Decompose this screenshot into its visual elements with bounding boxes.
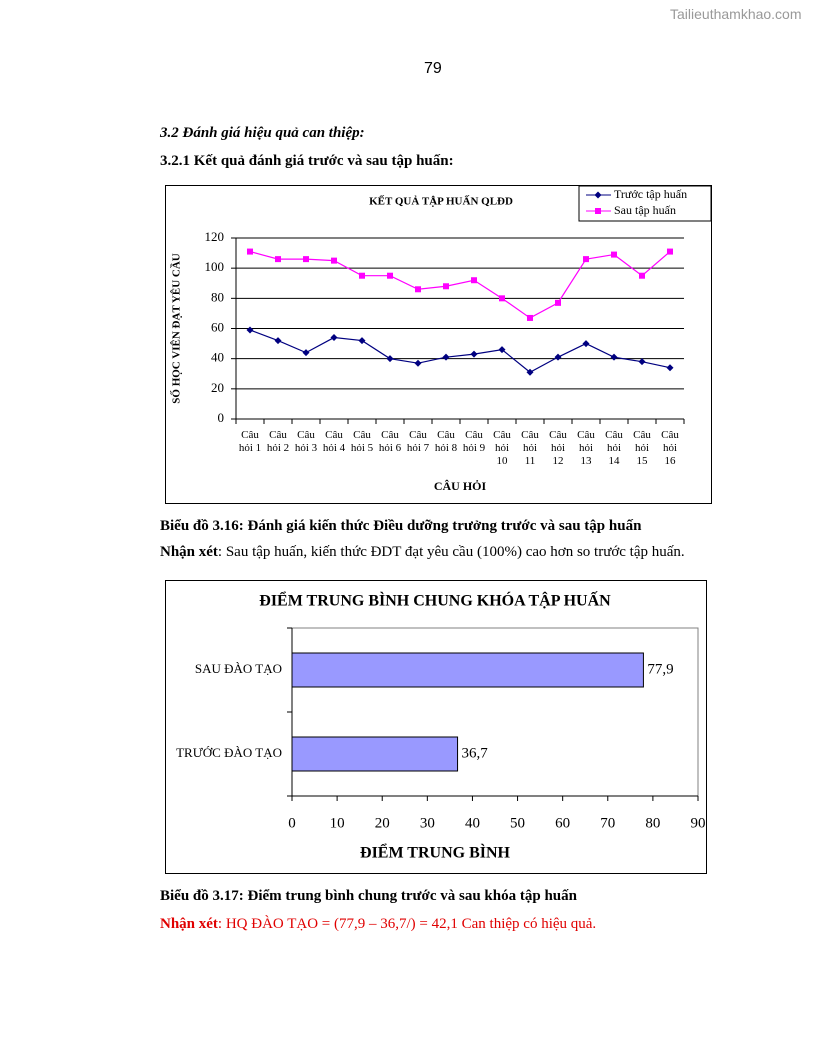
bar-chart-frame: ĐIỂM TRUNG BÌNH CHUNG KHÓA TẬP HUẤN 0 10 20…: [165, 580, 707, 874]
caption: Biểu đồ 3.17: Điểm trung bình chung trướ…: [160, 888, 577, 904]
x-tick-label: 80: [645, 815, 660, 831]
x-tick-label: Câu hỏi 8: [434, 429, 458, 454]
y-tick-label: 0: [218, 410, 225, 425]
legend-label: Sau tập huấn: [614, 203, 676, 217]
marker: [386, 355, 394, 363]
x-tick-label: Câu hỏi 5: [350, 429, 374, 454]
marker: [302, 349, 310, 357]
x-tick-label: 40: [465, 815, 480, 831]
x-axis-title: ĐIỂM TRUNG BÌNH: [360, 843, 511, 862]
legend-marker: [595, 208, 601, 214]
caption: Biểu đồ 3.16: Đánh giá kiến thức Điều dư…: [160, 518, 642, 534]
watermark: Tailieuthamkhao.com: [670, 6, 802, 22]
y-tick-label: 40: [211, 350, 224, 365]
marker: [303, 256, 309, 263]
subsection-heading: 3.2.1 Kết quả đánh giá trước và sau tập …: [160, 153, 454, 169]
marker: [471, 277, 477, 284]
x-tick-label: Câu hỏi 2: [266, 429, 290, 454]
y-tick-label: 80: [211, 289, 224, 304]
comment-label: Nhận xét: [160, 544, 218, 560]
x-tick-label: Câu hỏi 12: [549, 429, 567, 467]
marker: [611, 251, 617, 258]
marker: [666, 364, 674, 372]
x-tick-label: Câu hỏi 4: [322, 429, 346, 454]
x-tick-label: Câu hỏi 9: [462, 429, 486, 454]
bar-chart: ĐIỂM TRUNG BÌNH CHUNG KHÓA TẬP HUẤN 0 10 20…: [176, 591, 706, 862]
marker: [415, 286, 421, 293]
chart-title: ĐIỂM TRUNG BÌNH CHUNG KHÓA TẬP HUẤN: [259, 591, 611, 610]
y-tick-label: 100: [205, 259, 225, 274]
y-tick-label: 60: [211, 319, 224, 334]
value-label: 77,9: [647, 661, 673, 677]
x-tick-label: 70: [600, 815, 615, 831]
page-number: 79: [424, 60, 442, 77]
x-tick-label: Câu hỏi 13: [577, 429, 595, 467]
x-tick-label: 90: [691, 815, 706, 831]
comment-text: : Sau tập huấn, kiến thức ĐDT đạt yêu cầ…: [217, 544, 685, 560]
marker: [358, 337, 366, 345]
marker: [443, 283, 449, 290]
comment-text: : HQ ĐÀO TẠO = (77,9 – 36,7/) = 42,1 Can…: [217, 916, 597, 932]
comment: Nhận xét: HQ ĐÀO TẠO = (77,9 – 36,7/) = …: [160, 916, 596, 933]
marker: [554, 353, 562, 361]
x-tick-label: Câu hỏi 1: [238, 429, 262, 454]
x-tick-label: Câu hỏi 6: [378, 429, 402, 454]
marker: [331, 257, 337, 264]
marker: [555, 299, 561, 306]
x-axis-title: CÂU HỎI: [434, 479, 487, 493]
x-tick-label: 60: [555, 815, 570, 831]
marker: [610, 353, 618, 361]
comment: Nhận xét: Sau tập huấn, kiến thức ĐDT đạ…: [160, 544, 685, 561]
x-tick-label: 30: [420, 815, 435, 831]
marker: [246, 326, 254, 334]
x-tick-label: 10: [330, 815, 345, 831]
series-line: [249, 250, 671, 319]
marker: [527, 314, 533, 321]
y-tick-label: 20: [211, 380, 224, 395]
section-heading: 3.2 Đánh giá hiệu quả can thiệp:: [160, 125, 365, 141]
marker: [442, 353, 450, 361]
value-label: 36,7: [462, 745, 489, 761]
marker: [498, 346, 506, 354]
x-tick-label: Câu hỏi 10: [493, 429, 511, 467]
x-tick-label: Câu hỏi 11: [521, 429, 539, 467]
x-tick-label: Câu hỏi 16: [661, 429, 679, 467]
marker: [638, 358, 646, 366]
marker: [639, 272, 645, 279]
marker: [583, 256, 589, 263]
x-tick-label: 20: [375, 815, 390, 831]
y-tick-label: 120: [205, 229, 225, 244]
x-tick-label: Câu hỏi 14: [605, 429, 623, 467]
marker: [330, 334, 338, 342]
bar: [291, 736, 459, 772]
x-tick-label: 50: [510, 815, 525, 831]
y-axis-title: SỐ HỌC VIÊN ĐẠT YÊU CẦU: [170, 253, 183, 404]
x-tick-label: Câu hỏi 3: [294, 429, 318, 454]
legend-marker: [594, 191, 602, 199]
x-tick-label: Câu hỏi 15: [633, 429, 651, 467]
line-chart-frame: KẾT QUẢ TẬP HUẤN QLĐD 0 20 40 60 80 100 120 SỐ H…: [165, 185, 712, 504]
chart-title: KẾT QUẢ TẬP HUẤN QLĐD: [369, 195, 513, 208]
marker: [275, 256, 281, 263]
marker: [414, 359, 422, 367]
line-chart: KẾT QUẢ TẬP HUẤN QLĐD 0 20 40 60 80 100 120 SỐ H…: [170, 185, 712, 493]
x-tick-label: 0: [288, 815, 296, 831]
marker: [499, 295, 505, 302]
legend-label: Trước tập huấn: [614, 187, 687, 201]
marker: [582, 340, 590, 348]
x-tick-label: Câu hỏi 7: [406, 429, 430, 454]
bar: [291, 652, 644, 688]
marker: [667, 248, 673, 255]
comment-label: Nhận xét: [160, 916, 218, 932]
marker: [247, 248, 253, 255]
marker: [387, 272, 393, 279]
y-tick-label: TRƯỚC ĐÀO TẠO: [176, 745, 282, 760]
marker: [526, 368, 534, 376]
marker: [274, 337, 282, 345]
marker: [470, 350, 478, 358]
marker: [359, 272, 365, 279]
y-tick-label: SAU ĐÀO TẠO: [195, 661, 282, 676]
series-line: [249, 329, 671, 373]
